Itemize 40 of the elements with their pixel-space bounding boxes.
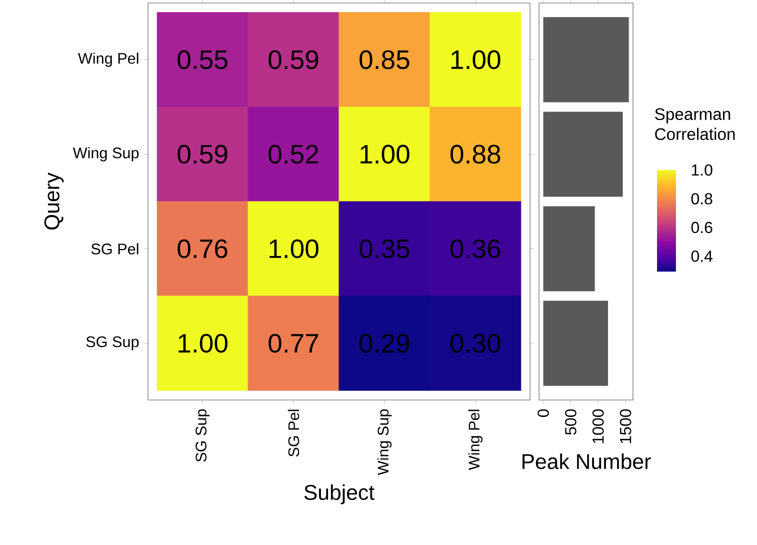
- data-label: 0.88: [450, 144, 500, 164]
- x-tick-label: 1500: [620, 409, 632, 444]
- data-label: 0.55: [178, 50, 228, 70]
- y-tick-label: Wing Sup: [72, 147, 139, 162]
- data-label: 0.52: [268, 144, 318, 164]
- color-bar-title: Spearman Correlation: [655, 108, 735, 140]
- data-label: 1.00: [452, 50, 500, 70]
- y-tick-label: Wing Pel: [78, 52, 138, 67]
- data-label: 0.29: [360, 334, 410, 353]
- data-label: 0.59: [178, 144, 228, 164]
- x-tick-label: 1000: [592, 409, 604, 444]
- data-label: 1.00: [270, 239, 318, 258]
- bar: [543, 17, 629, 102]
- y-tick-label: SG Sup: [86, 336, 139, 350]
- bar: [543, 300, 608, 386]
- data-label: 0.76: [178, 239, 228, 258]
- data-label: 0.30: [450, 334, 500, 353]
- y-axis-title: Query: [44, 172, 64, 230]
- color-bar-label: 0.4: [691, 250, 712, 262]
- bar: [543, 206, 595, 292]
- x-tick-label: SG Pel: [288, 410, 300, 457]
- data-label: 1.00: [360, 144, 410, 164]
- data-label: 0.36: [450, 239, 500, 258]
- x-axis-title: Subject: [304, 484, 374, 504]
- x-tick-label: SG Sup: [196, 409, 210, 462]
- y-tick-label: SG Pel: [91, 243, 138, 254]
- data-label: 0.59: [268, 50, 318, 70]
- data-label: 0.77: [268, 334, 318, 353]
- color-bar-label: 1.0: [692, 164, 712, 176]
- color-bar-label: 0.6: [691, 222, 712, 234]
- x-tick-label: 500: [565, 409, 576, 435]
- x-tick-label: 0: [538, 409, 549, 417]
- x-axis-title: Peak Number: [522, 453, 651, 470]
- bar: [543, 112, 623, 197]
- data-label: 1.00: [178, 334, 228, 353]
- data-label: 0.85: [360, 50, 410, 70]
- x-tick-label: Wing Sup: [377, 409, 392, 476]
- data-label: 0.35: [360, 239, 410, 258]
- color-bar-label: 0.8: [691, 193, 712, 204]
- x-tick-label: Wing Pel: [468, 410, 483, 470]
